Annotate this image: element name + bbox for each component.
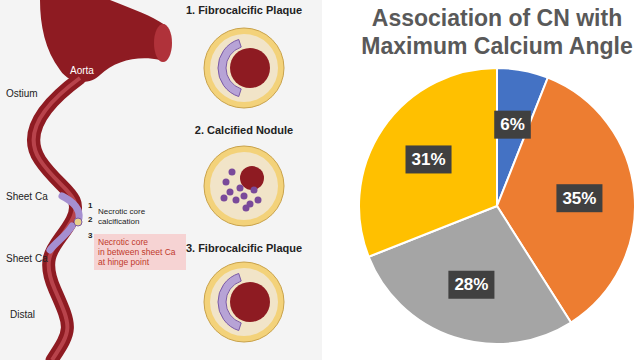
data-label: 28%: [454, 275, 488, 294]
canvas: Aorta Ostium Sheet Ca Sheet Ca Necrotic core…: [0, 0, 640, 360]
sheet-calcium-crescent: [218, 273, 241, 330]
sheet-ca-label: Sheet Ca: [6, 191, 48, 202]
cross-section: [204, 28, 284, 108]
aorta-shape: [40, 0, 165, 82]
cross-section-lumen: [230, 48, 270, 88]
calcified-nodule-fragment: [255, 197, 262, 204]
vessel: [34, 78, 80, 360]
calcified-nodule-fragment: [251, 187, 258, 194]
calcified-nodule-fragment: [227, 189, 234, 196]
data-label-group: 31%: [406, 145, 452, 173]
chart: Association of CN withMaximum Calcium An…: [359, 5, 635, 344]
pie: 6% 35% 28% 31%: [359, 68, 635, 344]
necrotic-core-label: Necrotic core: [98, 207, 146, 216]
cross-section-adventitia: [204, 28, 284, 108]
data-label: 31%: [412, 150, 446, 169]
data-label-box: [556, 184, 602, 212]
cross-section-wall: [210, 34, 278, 102]
cross-section-wall: [210, 268, 278, 336]
aorta-label: Aorta: [70, 65, 94, 76]
vessel-highlight: [34, 78, 80, 360]
data-label: 35%: [562, 189, 596, 208]
cross-section: [204, 262, 284, 342]
marker-label: 3: [88, 231, 93, 240]
data-label-box: [448, 271, 494, 299]
cross-section-title: 1. Fibrocalcific Plaque: [186, 4, 302, 16]
data-label-box: [406, 145, 452, 173]
data-label-box: [494, 111, 531, 139]
sheet-calcium-crescent: [218, 39, 241, 96]
data-label-group: 6%: [494, 111, 531, 139]
hinge-note: Necrotic core: [98, 237, 148, 247]
sheet-ca-lower: [50, 226, 72, 250]
marker-label: 2: [88, 215, 93, 224]
necrotic-core: [74, 218, 82, 226]
cross-section-lumen: [240, 166, 264, 190]
hinge-note: at hinge point: [98, 257, 150, 267]
data-label-group: 35%: [556, 184, 602, 212]
aorta-opening: [154, 24, 172, 62]
calcified-nodule-fragment: [233, 197, 240, 204]
cross-section-lumen: [230, 282, 270, 322]
cross-section-adventitia: [204, 146, 284, 226]
distal-label: Distal: [10, 309, 35, 320]
calcified-nodule-fragment: [241, 193, 248, 200]
necrotic-core-label: calcification: [98, 217, 139, 226]
pie-slice: [359, 68, 497, 257]
marker-label: 1: [88, 201, 93, 210]
calcified-nodule-fragment: [223, 179, 230, 186]
data-label: 6%: [500, 115, 525, 134]
hinge-note: in between sheet Ca: [98, 247, 176, 257]
cross-section-adventitia: [204, 262, 284, 342]
sheet-ca-upper: [62, 196, 79, 218]
ostium-label: Ostium: [6, 88, 38, 99]
cross-section-title: 2. Calcified Nodule: [195, 124, 293, 136]
cross-section-title: 3. Fibrocalcific Plaque: [186, 242, 302, 254]
calcified-nodule-fragment: [237, 185, 244, 192]
calcified-nodule-fragment: [221, 195, 228, 202]
cross-section: [204, 146, 284, 226]
illustration-background: [0, 0, 322, 360]
calcified-nodule-fragment: [229, 169, 236, 176]
calcified-nodule-fragment: [243, 205, 250, 212]
illustration: Aorta Ostium Sheet Ca Sheet Ca Necrotic core…: [0, 0, 322, 360]
sheet-ca-label: Sheet Ca: [6, 253, 48, 264]
data-label-group: 28%: [448, 271, 494, 299]
chart-title: Association of CN withMaximum Calcium An…: [361, 5, 632, 59]
hinge-note-box: [94, 234, 186, 270]
cross-section-wall: [210, 152, 278, 220]
